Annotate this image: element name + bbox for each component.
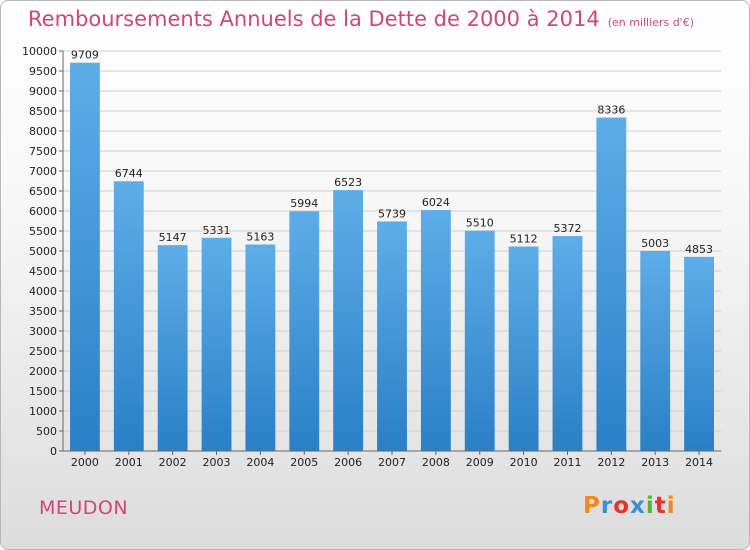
- bar-value-label: 5739: [378, 207, 406, 220]
- bar-value-label: 5112: [510, 233, 538, 246]
- y-tick-label: 5000: [29, 245, 57, 258]
- x-tick-label: 2002: [159, 456, 187, 469]
- bar-value-label: 8336: [597, 104, 625, 117]
- y-tick-label: 3500: [29, 305, 57, 318]
- proxiti-logo[interactable]: Proxiti: [583, 493, 676, 519]
- x-tick-label: 2008: [422, 456, 450, 469]
- bar: [684, 256, 714, 451]
- bar: [640, 250, 671, 451]
- logo-letter: o: [613, 493, 631, 519]
- x-tick-label: 2004: [246, 456, 274, 469]
- bar: [201, 237, 232, 451]
- bar: [420, 210, 451, 451]
- commune-name: MEUDON: [39, 497, 129, 519]
- bar: [464, 230, 495, 451]
- bar-value-label: 5003: [641, 237, 669, 250]
- bar: [289, 211, 320, 451]
- bar: [333, 190, 364, 451]
- bar-value-label: 6523: [334, 176, 362, 189]
- y-tick-label: 8500: [29, 105, 57, 118]
- logo-letter: r: [600, 493, 614, 519]
- x-tick-label: 2014: [685, 456, 713, 469]
- bar-value-label: 6744: [115, 167, 143, 180]
- y-tick-label: 7000: [29, 165, 57, 178]
- chart-title: Remboursements Annuels de la Dette de 20…: [28, 7, 694, 31]
- bar: [508, 246, 539, 451]
- y-axis: 0 500 1000 1500 2000 2500 3000 3500 4000 4500 5000…: [22, 45, 64, 458]
- bar-value-label: 5147: [159, 231, 187, 244]
- bar-value-label: 4853: [685, 243, 713, 256]
- x-tick-label: 2012: [597, 456, 625, 469]
- y-tick-label: 2000: [29, 365, 57, 378]
- bar: [70, 62, 100, 451]
- y-tick-label: 4500: [29, 265, 57, 278]
- y-tick-label: 8000: [29, 125, 57, 138]
- y-tick-label: 10000: [22, 45, 57, 58]
- y-tick-label: 7500: [29, 145, 57, 158]
- y-tick-label: 6500: [29, 185, 57, 198]
- bar-value-label: 5994: [290, 197, 318, 210]
- logo-letter: x: [630, 493, 646, 519]
- logo-letter: i: [666, 493, 676, 519]
- y-tick-label: 5500: [29, 225, 57, 238]
- y-tick-label: 6000: [29, 205, 57, 218]
- bar: [157, 245, 188, 451]
- x-tick-label: 2009: [466, 456, 494, 469]
- y-tick-label: 500: [36, 425, 57, 438]
- y-tick-label: 9000: [29, 85, 57, 98]
- y-tick-label: 1000: [29, 405, 57, 418]
- y-tick-label: 9500: [29, 65, 57, 78]
- x-tick-label: 2001: [115, 456, 143, 469]
- chart-subtitle: (en milliers d'€): [607, 16, 694, 29]
- bar: [377, 221, 407, 451]
- chart-title-text: Remboursements Annuels de la Dette de 20…: [28, 7, 600, 31]
- logo-letter: i: [645, 493, 655, 519]
- x-tick-label: 2010: [510, 456, 538, 469]
- bar: [596, 117, 627, 451]
- logo-letter: t: [654, 493, 667, 519]
- bar-value-label: 5331: [203, 224, 231, 237]
- y-tick-label: 1500: [29, 385, 57, 398]
- x-tick-label: 2006: [334, 456, 362, 469]
- y-tick-label: 3000: [29, 325, 57, 338]
- x-tick-label: 2005: [290, 456, 318, 469]
- bar: [113, 181, 144, 452]
- bar-value-label: 5163: [246, 230, 274, 243]
- bar-value-label: 5372: [553, 222, 581, 235]
- bar: [245, 244, 276, 451]
- logo-letter: P: [583, 493, 601, 519]
- x-tick-label: 2003: [203, 456, 231, 469]
- y-tick-label: 2500: [29, 345, 57, 358]
- bar-value-label: 5510: [466, 217, 494, 230]
- x-tick-label: 2000: [71, 456, 99, 469]
- bars: 9709 6744 5147 5331 5163 5994 6523 5739 6024 5510…: [70, 49, 714, 452]
- y-tick-label: 4000: [29, 285, 57, 298]
- y-tick-label: 0: [50, 445, 57, 458]
- x-tick-label: 2011: [553, 456, 581, 469]
- bar-value-label: 9709: [71, 49, 99, 62]
- x-tick-label: 2007: [378, 456, 406, 469]
- bar: [552, 236, 583, 451]
- bar-value-label: 6024: [422, 196, 450, 209]
- x-tick-label: 2013: [641, 456, 669, 469]
- x-axis: 2000 2001 2002 2003 2004 2005 2006 2007 2008 2009…: [63, 450, 721, 469]
